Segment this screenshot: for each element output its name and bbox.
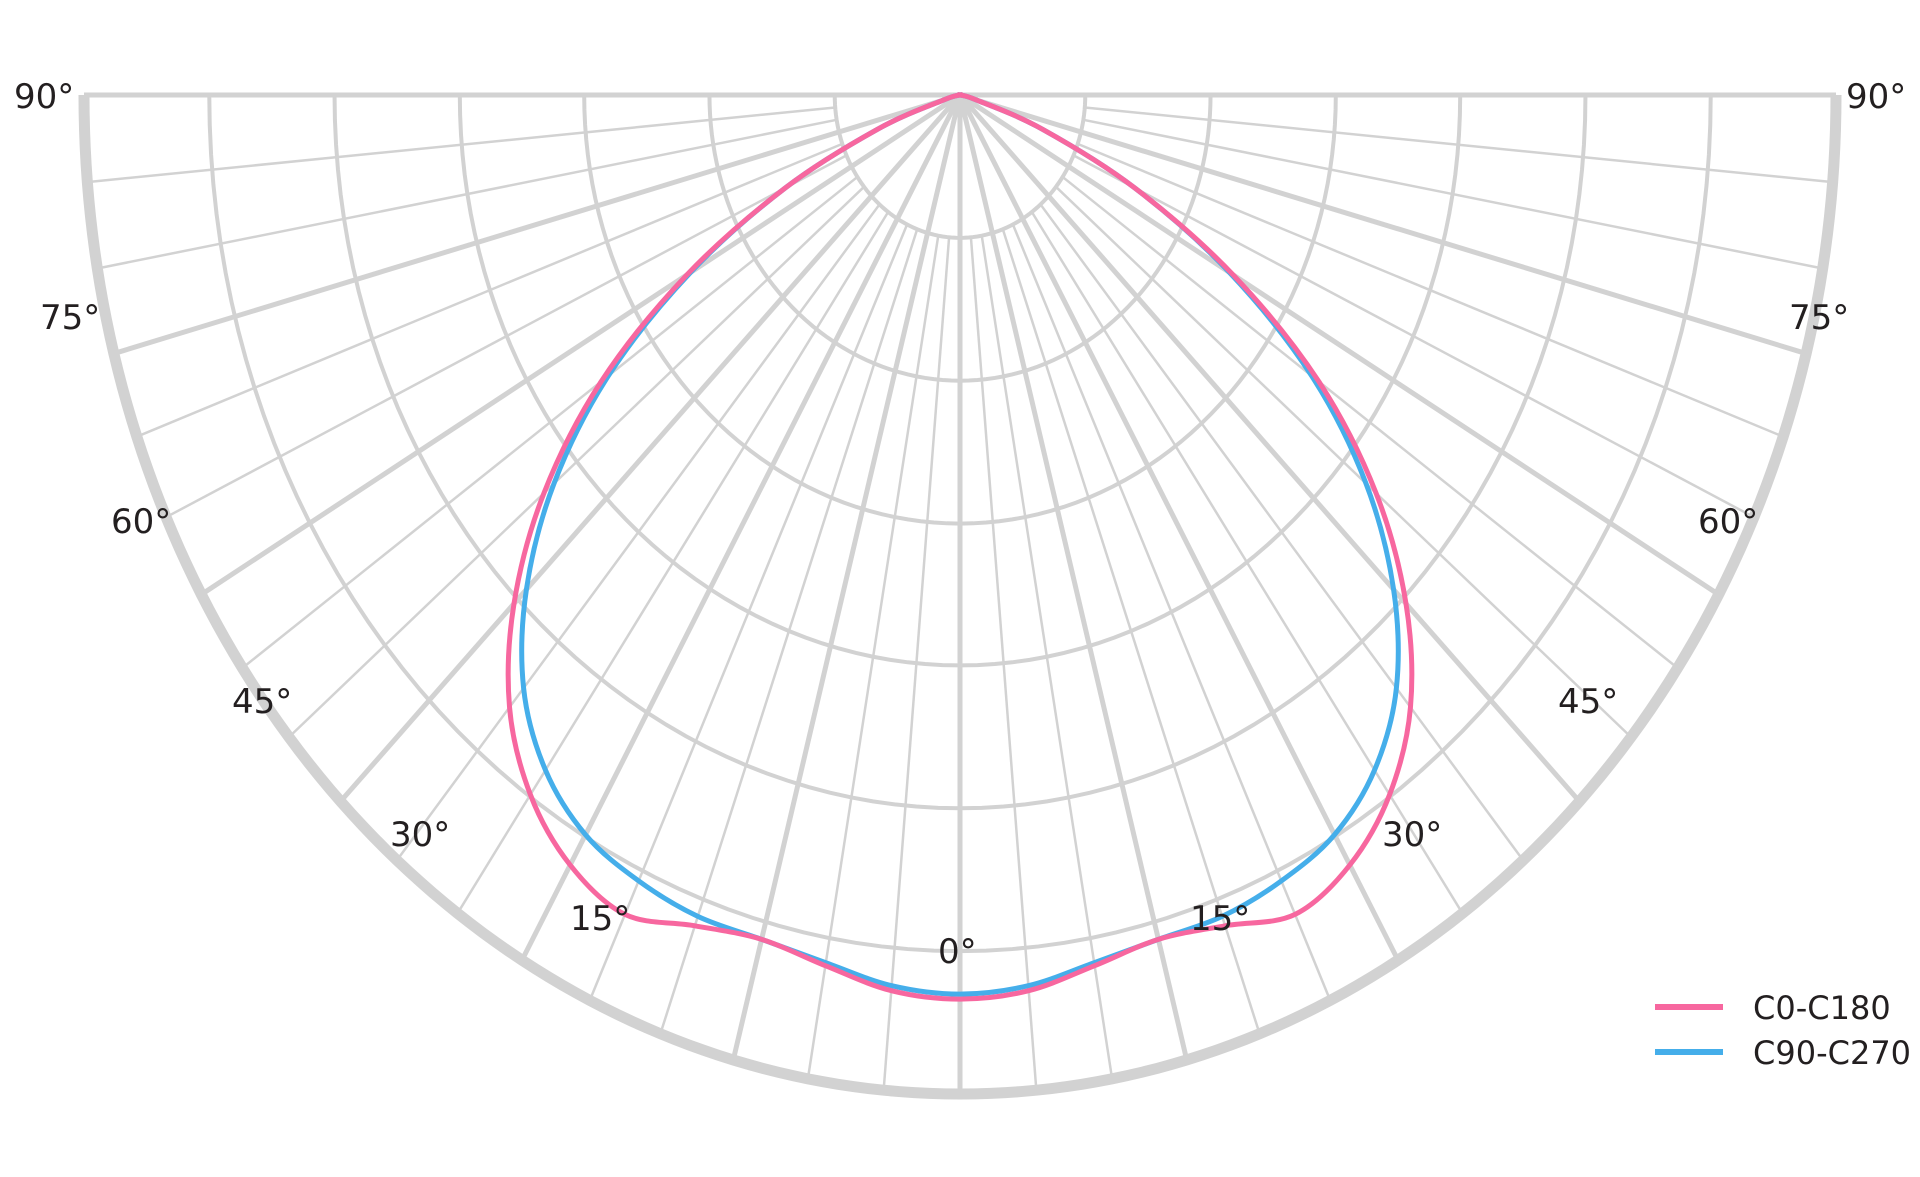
angle-label-left-1: 75° [40,298,100,338]
grid-major-spoke [199,92,962,597]
series-curves [505,92,1415,1002]
angle-label-right-5: 15° [1190,899,1250,939]
grid-major-spoke [113,92,961,356]
legend-label-0: C0-C180 [1753,989,1891,1027]
angle-label-right-4: 30° [1382,815,1442,855]
angle-label-left-5: 15° [570,899,630,939]
angle-label-right-1: 75° [1789,298,1849,338]
angle-label-left-2: 60° [111,502,171,542]
legend: C0-C180 C90-C270 [1655,989,1911,1072]
legend-label-1: C90-C270 [1753,1034,1911,1072]
angle-label-left-3: 45° [232,682,292,722]
angle-label-center: 0° [938,932,977,972]
grid-major-spoke [730,94,963,1061]
grid-major-spoke [957,93,1401,962]
angle-label-right-0: 90° [1846,77,1906,117]
outer-arc [78,94,1842,1100]
angle-label-right-2: 60° [1698,502,1758,542]
angle-label-left-4: 30° [390,815,450,855]
grid-major-spokes [84,92,1836,1094]
angle-tick-labels: 90° 75° 60° 45° 30° 15° 90° 75° 60° 45° 30° 15° 0° [14,77,1906,972]
grid-major-spoke [959,92,1807,356]
grid-major-spoke [958,93,1582,804]
series-curve-c0-c180 [505,92,1415,1002]
grid-major-spoke [958,92,1721,597]
angle-label-right-3: 45° [1558,682,1618,722]
angle-label-left-0: 90° [14,77,74,117]
grid-major-spoke [957,94,1190,1061]
grid-major-spoke [519,93,963,962]
outer-boundary-arc [78,94,1842,1100]
grid-major-spoke [338,93,962,804]
